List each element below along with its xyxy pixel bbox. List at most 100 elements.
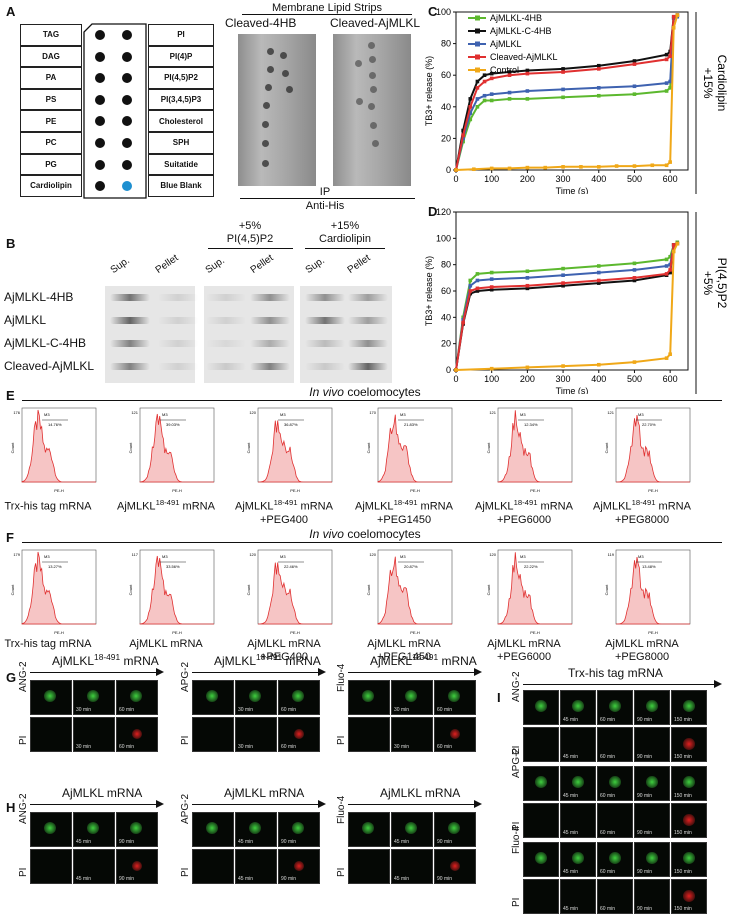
y-tick-label: 80 [441, 39, 451, 49]
y-max-label: 121 [131, 410, 138, 415]
strip-title-rule [242, 14, 412, 15]
series-point [475, 286, 480, 291]
micro-frame-pi: 90 min [116, 849, 158, 884]
micro-frame-dye: 45 min [73, 812, 115, 847]
series-point [596, 86, 601, 90]
time-stamp: 60 min [437, 744, 453, 750]
series-point [668, 268, 672, 272]
chart-d: 0 20 40 60 80 100 120 0 100 200 300 400 500 600 Time (… [424, 207, 729, 394]
lipid-dot-right [122, 116, 132, 127]
time-arrow-head [318, 800, 326, 808]
time-arrow-head [318, 668, 326, 676]
series-point [507, 70, 512, 74]
cell-signal [43, 689, 57, 703]
blot-row-label: Cleaved-AjMLKL [4, 359, 95, 373]
flow-histogram-trace [497, 552, 572, 625]
micro-frame-pi: 60 min [597, 879, 633, 914]
y-axis-label: Count [10, 584, 15, 596]
time-arrow-head [714, 680, 722, 688]
cell-signal [682, 737, 695, 750]
label-gene: AjMLKL [355, 500, 394, 513]
series-point [596, 281, 601, 285]
title-superscript: 18-491 [256, 652, 283, 662]
y-tick-label: 100 [436, 233, 451, 243]
micro-frame-pi: 60 min [278, 717, 320, 752]
blot-band [305, 294, 345, 301]
lipid-dot-left [95, 116, 105, 127]
lipid-left-label: PG [20, 153, 82, 176]
gate-label: M3 [162, 554, 168, 559]
time-stamp: 60 min [600, 830, 616, 836]
group-cardio-name: Cardiolipin [319, 233, 371, 245]
cell-signal [608, 775, 621, 788]
cell-signal [447, 821, 461, 835]
micro-frame-pi [348, 849, 390, 884]
series-point [561, 95, 565, 100]
series-point [664, 356, 669, 360]
cell-signal [534, 851, 547, 864]
panel-e-rule [22, 400, 722, 401]
label-gene: AjMLKL [593, 500, 632, 513]
panel-label-a: A [6, 4, 16, 19]
time-stamp: 30 min [76, 744, 92, 750]
strip-spot [282, 70, 289, 77]
label-gene: AjMLKL [475, 500, 514, 513]
series-point [668, 79, 672, 84]
dye-label: Fluo-4 [336, 663, 347, 692]
x-axis-label: Time (s) [556, 386, 589, 394]
series-point [632, 268, 637, 272]
series-point [668, 160, 672, 164]
label-treatment: +PEG400 [259, 513, 308, 526]
label-treatment: +PEG8000 [614, 651, 670, 663]
y-max-label: 117 [132, 552, 139, 557]
flow-histogram: M3 36.87% 120 Count PE-H [246, 407, 333, 493]
series-point [525, 97, 530, 101]
title-gene: AjMLKL [214, 654, 257, 668]
panel-label-g: G [6, 670, 17, 685]
series-point [489, 98, 494, 103]
cell-signal [404, 821, 418, 835]
pi-label: PI [180, 867, 191, 877]
series-point [489, 366, 494, 371]
series-point [668, 86, 672, 90]
flow-histogram-trace [21, 551, 96, 625]
micro-frame-pi: 45 min [73, 849, 115, 884]
series-point [489, 287, 494, 292]
flow-histogram-trace [616, 557, 690, 625]
time-arrow-line [192, 672, 320, 673]
series-point [461, 133, 465, 138]
flow-condition-label: AjMLKL mRNA +PEG1450 [344, 638, 464, 664]
x-tick-label: 500 [627, 174, 642, 184]
dye-label: APG-2 [180, 661, 191, 692]
strip-spot [369, 56, 376, 63]
micro-frame-dye: 60 min [434, 680, 476, 715]
time-stamp: 60 min [600, 793, 616, 799]
micro-title: AjMLKL18-491 mRNA [214, 652, 321, 668]
x-axis-label: Time (s) [556, 186, 589, 194]
micro-frame-dye: 45 min [560, 766, 596, 801]
flow-histogram: M3 13.27% 179 Count PE-H [10, 549, 97, 635]
micro-frame-pi: 90 min [278, 849, 320, 884]
y-tick-label: 0 [446, 365, 451, 375]
y-max-label: 170 [369, 410, 376, 415]
chart-c: 0 20 40 60 80 100 0 100 200 300 400 500 600 Time (s) T… [424, 7, 729, 194]
flow-condition-label: Trx-his tag mRNA [0, 496, 108, 514]
gate-percent: 33.56% [166, 564, 180, 569]
x-axis-label: PE-H [54, 488, 64, 493]
gate-percent: 12.34% [524, 422, 538, 427]
x-axis-label: PE-H [530, 630, 540, 635]
panel-label-f: F [6, 530, 14, 545]
strip-spot [262, 121, 269, 128]
label-suffix: mRNA [417, 500, 453, 513]
cell-signal [645, 851, 658, 864]
title-superscript: 18-491 [412, 652, 439, 662]
blot-band [250, 294, 290, 301]
blot-band [348, 340, 388, 347]
x-tick-label: 200 [520, 174, 535, 184]
series-point [596, 264, 601, 268]
micro-frame-dye: 60 min [597, 842, 633, 877]
series-point [671, 26, 676, 30]
ip-rule [240, 198, 415, 199]
time-stamp: 45 min [563, 869, 579, 875]
micro-frame-pi: 90 min [634, 803, 670, 838]
